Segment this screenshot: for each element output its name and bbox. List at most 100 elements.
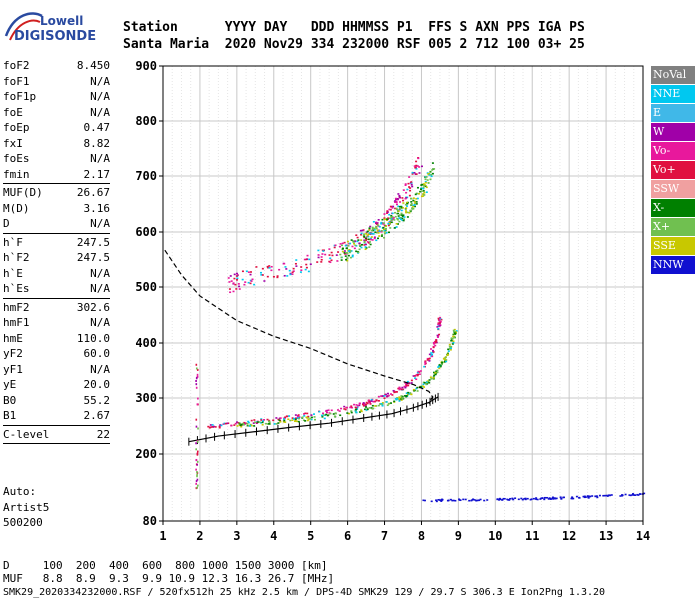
echo-point	[415, 160, 418, 163]
echo-point	[454, 499, 457, 502]
echo-point	[238, 423, 241, 425]
echo-point	[438, 325, 441, 327]
param-value: 22	[96, 427, 110, 441]
echo-point	[358, 402, 361, 405]
echo-point	[331, 254, 334, 257]
param-separator	[3, 183, 110, 184]
echo-point	[398, 196, 401, 199]
echo-point	[424, 363, 427, 365]
echo-point	[307, 418, 310, 421]
echo-point	[588, 495, 591, 498]
echo-point	[394, 207, 397, 210]
echo-point	[402, 202, 405, 204]
noise-point	[197, 450, 199, 453]
echo-point	[374, 405, 377, 407]
echo-point	[344, 253, 347, 255]
echo-point	[354, 244, 357, 247]
echo-point	[399, 398, 402, 400]
echo-point	[385, 219, 388, 221]
echo-point	[448, 343, 451, 346]
echo-point	[439, 366, 442, 368]
echo-point	[261, 274, 264, 276]
plot-frame	[162, 65, 644, 522]
echo-point	[402, 189, 405, 191]
echo-point	[479, 498, 482, 501]
y-tick-label: 80	[143, 514, 157, 528]
echo-point	[207, 425, 210, 428]
echo-point	[450, 345, 453, 348]
echo-point	[369, 243, 372, 246]
echo-point	[380, 395, 383, 397]
echo-point	[258, 421, 261, 423]
echo-point	[252, 422, 255, 424]
echo-point	[272, 275, 275, 278]
echo-point	[610, 494, 613, 496]
echo-point	[312, 413, 315, 415]
echo-point	[401, 217, 404, 220]
echo-point	[355, 404, 358, 406]
echo-point	[398, 217, 401, 219]
echo-point	[433, 371, 436, 374]
echo-point	[406, 380, 409, 383]
echo-point	[399, 214, 402, 216]
param-label: hmF1	[3, 316, 30, 329]
echo-point	[404, 210, 407, 212]
echo-point	[425, 186, 428, 189]
echo-point	[444, 359, 447, 361]
echo-point	[288, 415, 291, 417]
footer-info: SMK29_2020334232000.RSF / 520fx512h 25 k…	[3, 587, 606, 598]
echo-point	[227, 277, 230, 279]
noise-point	[196, 453, 199, 456]
echo-point	[514, 497, 517, 500]
echo-point	[355, 234, 358, 236]
echo-point	[354, 410, 357, 413]
echo-point	[498, 497, 501, 500]
echo-point	[334, 412, 337, 414]
echo-point	[343, 408, 346, 410]
echo-point	[351, 255, 354, 258]
echo-point	[349, 256, 352, 259]
param-value: 0.47	[83, 121, 111, 134]
echo-point	[401, 397, 404, 399]
echo-point	[535, 497, 538, 499]
echo-point	[237, 421, 240, 424]
echo-point	[422, 187, 425, 190]
echo-point	[307, 270, 310, 273]
echo-point	[273, 423, 276, 425]
echo-point	[259, 421, 262, 424]
echo-point	[386, 210, 389, 212]
echo-point	[443, 357, 446, 359]
param-value: N/A	[90, 362, 110, 376]
echo-point	[365, 401, 368, 404]
echo-point	[383, 232, 386, 235]
echo-point	[394, 201, 397, 203]
noise-point	[195, 487, 198, 490]
echo-point	[358, 411, 361, 413]
echo-point	[583, 496, 586, 499]
echo-point	[543, 496, 546, 499]
echo-point	[422, 499, 425, 502]
echo-point	[227, 422, 230, 425]
echo-point	[422, 187, 425, 189]
y-tick-label: 200	[135, 447, 157, 461]
echo-point	[279, 420, 282, 423]
echo-point	[440, 318, 443, 321]
echo-point	[368, 400, 371, 403]
echo-point	[367, 399, 370, 402]
echo-point	[388, 402, 391, 405]
echo-point	[287, 418, 290, 421]
echo-point	[596, 496, 599, 499]
echo-point	[320, 261, 323, 263]
echo-point	[376, 229, 379, 232]
echo-point	[284, 421, 287, 423]
echo-point	[621, 494, 624, 497]
echo-point	[419, 386, 422, 388]
echo-point	[391, 212, 394, 215]
echo-point	[605, 494, 608, 497]
param-value: N/A	[90, 282, 110, 295]
echo-point	[449, 347, 452, 350]
echo-point	[571, 496, 574, 499]
echo-point	[304, 268, 307, 271]
echo-point	[598, 494, 601, 497]
echo-point	[372, 233, 375, 235]
